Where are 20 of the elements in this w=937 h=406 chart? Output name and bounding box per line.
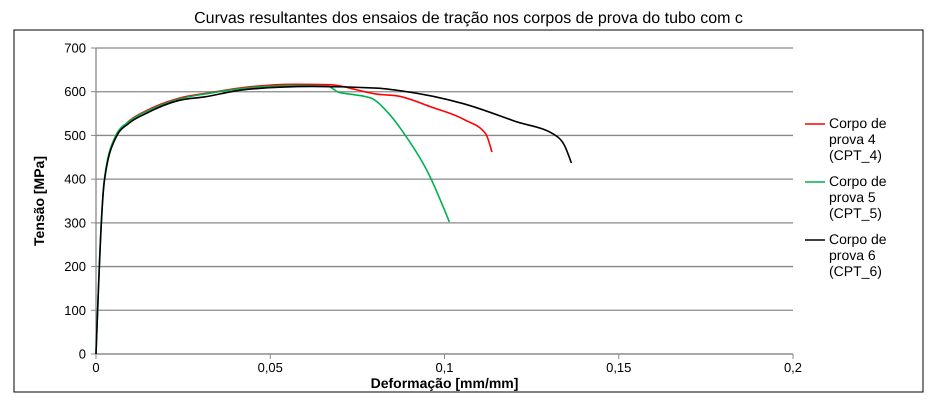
legend-label: Corpo de prova 6 (CPT_6) bbox=[829, 231, 887, 279]
y-tick-label: 0 bbox=[78, 346, 86, 362]
y-tick-label: 600 bbox=[64, 84, 86, 100]
x-tick-label: 0,1 bbox=[435, 360, 454, 375]
y-tick-label: 500 bbox=[64, 128, 86, 143]
y-tick-label: 100 bbox=[64, 302, 86, 318]
y-tick-label: 400 bbox=[64, 172, 86, 187]
legend-label: Corpo de prova 5 (CPT_5) bbox=[829, 173, 887, 221]
y-axis-title: Tensão [MPa] bbox=[31, 156, 47, 246]
x-tick-label: 0,2 bbox=[784, 360, 802, 375]
chart-title: Curvas resultantes dos ensaios de tração nos corpos de prova do tubo com c bbox=[194, 10, 743, 27]
x-tick-label: 0,05 bbox=[258, 360, 283, 375]
x-axis-title: Deformação [mm/mm] bbox=[370, 375, 518, 391]
x-tick-label: 0 bbox=[92, 360, 100, 375]
y-tick-label: 300 bbox=[64, 215, 86, 230]
x-tick-label: 0,15 bbox=[606, 360, 632, 375]
y-tick-label: 700 bbox=[64, 40, 86, 56]
legend-label: Corpo de prova 4 (CPT_4) bbox=[829, 115, 887, 163]
line-series bbox=[95, 86, 572, 355]
y-tick-label: 200 bbox=[64, 259, 86, 274]
